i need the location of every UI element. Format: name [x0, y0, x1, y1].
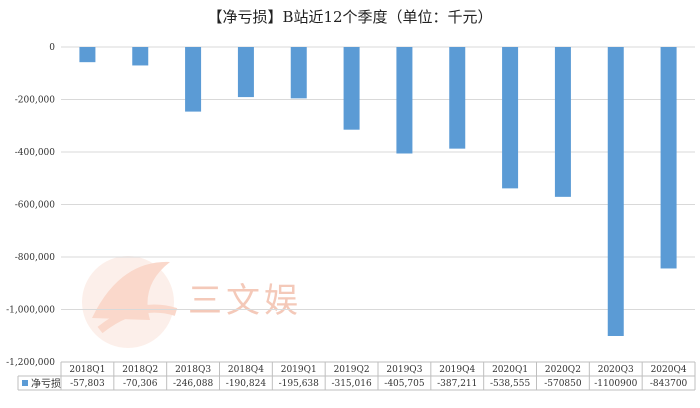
series-name: 净亏损 [31, 377, 61, 390]
y-tick-label: -600,000 [15, 201, 56, 211]
y-axis-ticks: 0 -200,000 -400,000 -600,000 -800,000 -1,000,… [6, 43, 55, 368]
category-label: 2018Q3 [175, 365, 211, 375]
bar-2018Q4 [237, 47, 254, 98]
value-label: -246,088 [173, 379, 214, 389]
value-label: -70,306 [123, 379, 158, 389]
bar-2020Q3 [607, 47, 624, 336]
bar-2018Q2 [132, 47, 149, 66]
bars [79, 47, 677, 336]
y-tick-label: -400,000 [15, 148, 56, 158]
value-label: -195,638 [279, 379, 320, 389]
legend-key [22, 380, 28, 386]
y-tick-label: -1,000,000 [6, 306, 55, 316]
bar-2018Q1 [79, 47, 96, 63]
category-label: 2019Q3 [386, 365, 422, 375]
chart-title: 【净亏损】B站近12个季度（单位：千元） [207, 8, 492, 26]
category-label: 2018Q1 [69, 365, 105, 375]
category-label: 2019Q1 [281, 365, 317, 375]
y-tick-label: -1,200,000 [6, 358, 55, 368]
bar-2019Q3 [396, 47, 413, 154]
category-label: 2018Q2 [122, 365, 158, 375]
bar-2020Q2 [554, 47, 571, 197]
value-label: -538,555 [490, 379, 531, 389]
value-label: -570850 [544, 379, 582, 389]
category-label: 2020Q1 [492, 365, 528, 375]
watermark-logo-icon [82, 256, 178, 348]
category-label: 2019Q2 [334, 365, 370, 375]
bar-2019Q2 [343, 47, 360, 130]
watermark: 三文娱 [82, 256, 302, 348]
value-label: -843700 [650, 379, 688, 389]
y-tick-label: 0 [49, 43, 55, 53]
data-table: 2018Q1 -57,803 2018Q2 -70,306 2018Q3 -246,088… [17, 361, 696, 391]
category-label: 2020Q4 [651, 365, 687, 375]
y-tick-label: -200,000 [15, 96, 56, 106]
bar-2020Q4 [660, 47, 677, 269]
y-tick-label: -800,000 [15, 253, 56, 263]
value-label: -315,016 [331, 379, 372, 389]
value-label: -387,211 [437, 379, 477, 389]
bar-2020Q1 [502, 47, 519, 189]
bar-2019Q4 [449, 47, 466, 149]
watermark-text: 三文娱 [188, 281, 302, 321]
bar-2019Q1 [290, 47, 307, 99]
category-label: 2020Q3 [598, 365, 634, 375]
value-label: -405,705 [384, 379, 425, 389]
category-label: 2020Q2 [545, 365, 581, 375]
value-label: -1100900 [594, 379, 637, 389]
category-label: 2019Q4 [439, 365, 475, 375]
category-label: 2018Q4 [228, 365, 264, 375]
bar-2018Q3 [185, 47, 202, 112]
value-label: -190,824 [226, 379, 267, 389]
value-label: -57,803 [70, 379, 105, 389]
